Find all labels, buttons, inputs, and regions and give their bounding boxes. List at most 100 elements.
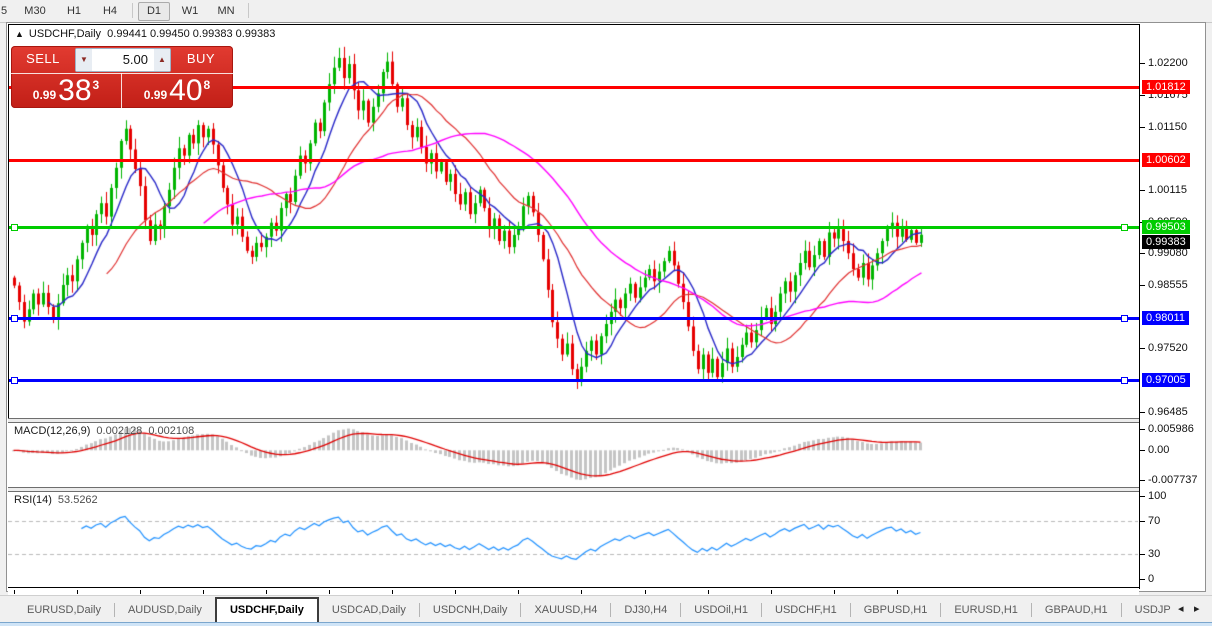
chart-tab-eurusd-h1[interactable]: EURUSD,H1 [954, 604, 1018, 616]
date-tick [203, 590, 204, 594]
rsi-canvas [8, 492, 1138, 587]
horizontal-level-0.98011[interactable] [9, 317, 1140, 320]
window-splitter[interactable] [8, 487, 1139, 492]
sell-price-pip: 3 [92, 78, 100, 92]
horizontal-level-1.01812[interactable] [9, 86, 1140, 89]
chart-window: ▲ USDCHF,Daily 0.99441 0.99450 0.99383 0.… [6, 22, 1206, 611]
chart-tab-usdcad-daily[interactable]: USDCAD,Daily [331, 604, 406, 616]
tabs-scroll-left-icon[interactable]: ◂ [1178, 603, 1184, 615]
chart-tab-usdoil-h1[interactable]: USDOil,H1 [694, 604, 748, 616]
axis-tick [1140, 579, 1145, 580]
level-price-label: 0.99503 [1142, 220, 1190, 234]
sell-price[interactable]: 0.99 38 3 [11, 73, 121, 108]
macd-value-main: 0.002128 [96, 425, 143, 437]
timeframe-m30[interactable]: M30 [24, 5, 46, 17]
tabs-scroll-right-icon[interactable]: ▸ [1194, 603, 1200, 615]
buy-button[interactable]: BUY [186, 51, 216, 66]
chart-tab-usdjp[interactable]: USDJP [1134, 604, 1171, 616]
timeframe-h1[interactable]: H1 [66, 5, 82, 17]
chart-tab-audusd-daily[interactable]: AUDUSD,Daily [127, 604, 202, 616]
macd-axis-label: 0.005986 [1148, 423, 1194, 435]
axis-tick [1140, 63, 1145, 64]
panel-divider [121, 73, 122, 108]
chart-ohlc-values: 0.99441 0.99450 0.99383 0.99383 [107, 28, 276, 40]
chart-tab-dj30-h4[interactable]: DJ30,H4 [624, 604, 668, 616]
level-handle[interactable] [11, 377, 18, 384]
date-tick [708, 590, 709, 594]
axis-border [1139, 24, 1140, 589]
tab-separator [418, 603, 420, 618]
macd-axis-label: 0.00 [1148, 444, 1170, 457]
chart-tab-usdcnh-daily[interactable]: USDCNH,Daily [432, 604, 508, 616]
axis-tick [1140, 480, 1145, 481]
sell-button[interactable]: SELL [26, 51, 60, 66]
buy-price[interactable]: 0.99 40 8 [122, 73, 232, 108]
tab-separator [610, 603, 612, 618]
rsi-panel[interactable]: RSI(14) 53.5262 [8, 492, 1139, 588]
volume-field[interactable]: 5.00 [92, 49, 154, 71]
price-axis[interactable]: 1.022001.016751.011501.001150.995900.990… [1140, 24, 1204, 589]
timeframe-5[interactable]: 5 [0, 5, 8, 17]
current-price-label: 0.99383 [1142, 235, 1190, 249]
date-tick [77, 590, 78, 594]
tab-separator [520, 603, 522, 618]
tab-separator [940, 603, 942, 618]
rsi-axis-label: 30 [1148, 548, 1161, 561]
tab-separator [1030, 603, 1032, 618]
level-handle[interactable] [1121, 315, 1128, 322]
timeframe-d1[interactable]: D1 [138, 2, 170, 21]
level-handle[interactable] [11, 224, 18, 231]
chart-collapse-icon[interactable]: ▲ [15, 29, 24, 39]
level-price-label: 1.01812 [1142, 80, 1190, 94]
macd-axis-label: -0.007737 [1148, 474, 1198, 486]
axis-tick [1140, 412, 1145, 413]
chart-tab-xauusd-h4[interactable]: XAUUSD,H4 [534, 604, 598, 616]
axis-tick [1140, 450, 1145, 452]
date-tick [897, 590, 898, 594]
date-tick [140, 590, 141, 594]
price-chart-area[interactable]: ▲ USDCHF,Daily 0.99441 0.99450 0.99383 0.… [8, 24, 1140, 419]
chart-tab-gbpusd-h1[interactable]: GBPUSD,H1 [863, 604, 928, 616]
window-splitter[interactable] [8, 418, 1139, 423]
horizontal-level-1.00602[interactable] [9, 159, 1140, 162]
rsi-axis-label: 100 [1148, 490, 1167, 502]
volume-increase-icon[interactable]: ▲ [154, 49, 170, 71]
axis-tick [1140, 554, 1145, 556]
date-tick [392, 590, 393, 594]
toolbar-separator [248, 3, 249, 18]
timeframe-mn[interactable]: MN [217, 5, 235, 17]
date-tick [645, 590, 646, 594]
date-tick [518, 590, 519, 594]
axis-tick [1140, 127, 1145, 128]
price-axis-label: 1.02200 [1148, 57, 1188, 69]
horizontal-level-0.97005[interactable] [9, 379, 1140, 382]
sell-price-main: 38 [58, 74, 92, 107]
sell-price-prefix: 0.99 [32, 88, 57, 102]
chart-tab-bar: EURUSD,Daily AUDUSD,Daily USDCHF,Daily USDC… [0, 595, 1212, 623]
timeframe-w1[interactable]: W1 [181, 5, 199, 17]
chart-tab-eurusd-daily[interactable]: EURUSD,Daily [27, 604, 101, 616]
timeframe-h4[interactable]: H4 [102, 5, 118, 17]
level-price-label: 0.97005 [1142, 373, 1190, 387]
macd-name: MACD(12,26,9) [14, 425, 91, 437]
macd-panel[interactable]: MACD(12,26,9) 0.002128 0.002108 [8, 423, 1139, 487]
chart-tab-usdchf-h1[interactable]: USDCHF,H1 [775, 604, 837, 616]
axis-tick [1140, 190, 1145, 191]
level-handle[interactable] [11, 315, 18, 322]
volume-decrease-icon[interactable]: ▼ [76, 49, 92, 71]
tab-separator [113, 603, 115, 618]
chart-tab-gbpaud-h1[interactable]: GBPAUD,H1 [1044, 604, 1108, 616]
level-handle[interactable] [1121, 224, 1128, 231]
chart-tab-usdchf-daily[interactable]: USDCHF,Daily [214, 597, 319, 622]
axis-tick [1140, 285, 1145, 286]
horizontal-level-0.99503[interactable] [9, 226, 1140, 229]
rsi-axis-label: 0 [1148, 573, 1155, 585]
status-strip [0, 622, 1212, 626]
chart-symbol-label: USDCHF,Daily [28, 28, 102, 40]
date-tick [834, 590, 835, 594]
price-axis-label: 1.00115 [1148, 184, 1187, 196]
price-axis-label: 1.01150 [1148, 121, 1187, 133]
level-handle[interactable] [1121, 377, 1128, 384]
date-tick [581, 590, 582, 594]
rsi-label: RSI(14) 53.5262 [14, 494, 98, 506]
